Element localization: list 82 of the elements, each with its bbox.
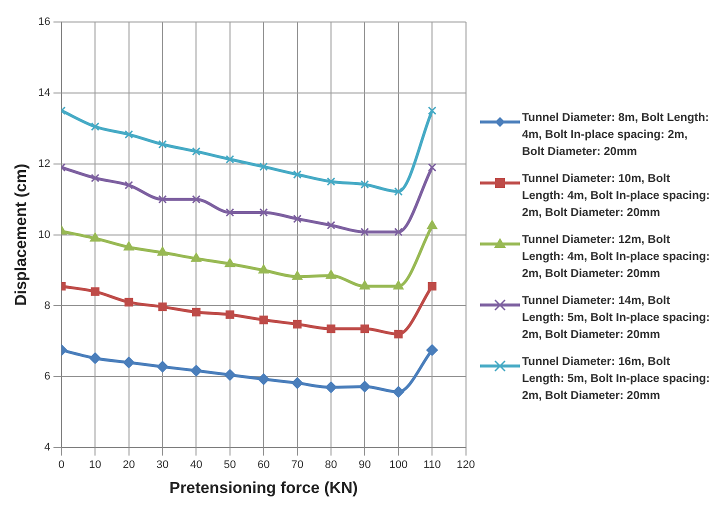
point xyxy=(292,377,304,389)
point xyxy=(158,140,167,149)
point xyxy=(259,316,268,324)
point xyxy=(326,177,336,186)
point xyxy=(124,241,134,250)
point xyxy=(360,180,370,189)
point xyxy=(224,258,236,268)
point xyxy=(226,310,234,319)
point xyxy=(427,220,438,230)
point xyxy=(360,228,370,236)
point xyxy=(392,386,404,398)
x-tick-label: 20 xyxy=(122,459,135,472)
point xyxy=(191,252,202,262)
point xyxy=(124,180,134,190)
point xyxy=(360,324,370,334)
y-tick-label: 8 xyxy=(44,300,50,312)
point xyxy=(192,147,201,156)
x-tick-label: 80 xyxy=(324,459,338,472)
point xyxy=(192,195,201,204)
point xyxy=(259,162,268,171)
point xyxy=(394,187,403,196)
y-tick-label: 16 xyxy=(38,16,50,28)
point xyxy=(358,380,370,392)
y-tick-label: 14 xyxy=(38,86,50,99)
point xyxy=(394,228,403,236)
x-axis-title: Pretensioning force (KN) xyxy=(169,480,358,497)
x-tick-label: 40 xyxy=(190,459,202,472)
point xyxy=(124,298,134,306)
x-tick-label: 50 xyxy=(224,459,236,472)
point xyxy=(292,270,302,280)
legend-label: Tunnel Diameter: 8m, Bolt Length: 4m, Bolt In-place spacing: 2m, Bolt Diameter: 20mm xyxy=(522,110,710,160)
point xyxy=(326,220,336,230)
x-tick-label: 90 xyxy=(358,459,371,472)
point xyxy=(90,174,100,182)
legend-label: Tunnel Diameter: 14m, Bolt Length: 5m, Bolt In-place spacing: 2m, Bolt Diameter: 20mm xyxy=(522,294,710,342)
x-tick-label: 10 xyxy=(89,459,102,472)
point xyxy=(426,344,438,356)
point xyxy=(190,364,202,376)
x-tick-label: 100 xyxy=(389,459,408,472)
point xyxy=(326,270,336,279)
point xyxy=(90,287,100,296)
point xyxy=(123,356,135,368)
x-tick-label: 0 xyxy=(58,459,64,472)
point xyxy=(293,320,302,328)
point xyxy=(90,122,100,131)
legend-label: Tunnel Diameter: 16m, Bolt Length: 5m, Bolt In-place spacing: 2m, Bolt Diameter: 20mm xyxy=(522,354,710,404)
x-tick-label: 70 xyxy=(291,459,304,472)
point xyxy=(325,382,337,394)
y-tick-label: 12 xyxy=(38,158,50,170)
point xyxy=(90,232,100,242)
point xyxy=(258,264,269,274)
x-tick-label: 120 xyxy=(456,459,476,472)
y-axis-title: Displacement (cm) xyxy=(13,164,30,306)
point xyxy=(226,154,234,164)
point xyxy=(428,282,436,291)
legend-label: Tunnel Diameter: 12m, Bolt Length: 4m, Bolt In-place spacing: 2m, Bolt Diameter: 20mm xyxy=(522,232,710,282)
point xyxy=(259,208,268,217)
point xyxy=(326,324,336,334)
point xyxy=(156,360,168,372)
point xyxy=(428,106,436,115)
point xyxy=(157,246,168,256)
x-tick-label: 30 xyxy=(156,459,169,472)
point xyxy=(293,170,302,179)
point xyxy=(158,302,167,312)
point xyxy=(428,163,436,172)
x-tick-label: 60 xyxy=(258,459,270,472)
legend-label: Tunnel Diameter: 10m, Bolt Length: 4m, Bolt In-place spacing: 2m, Bolt Diameter: 20mm xyxy=(522,172,710,220)
x-tick-label: 110 xyxy=(423,459,441,472)
point xyxy=(394,330,403,338)
y-tick-label: 4 xyxy=(44,442,50,454)
y-tick-label: 6 xyxy=(44,370,50,383)
point xyxy=(89,352,101,364)
point xyxy=(224,369,236,381)
point xyxy=(293,214,302,224)
point xyxy=(360,280,370,290)
point xyxy=(258,373,270,385)
point xyxy=(124,130,134,139)
point xyxy=(393,280,404,290)
y-tick-label: 10 xyxy=(38,228,50,241)
point xyxy=(158,195,167,204)
point xyxy=(226,208,234,217)
point xyxy=(192,308,201,316)
